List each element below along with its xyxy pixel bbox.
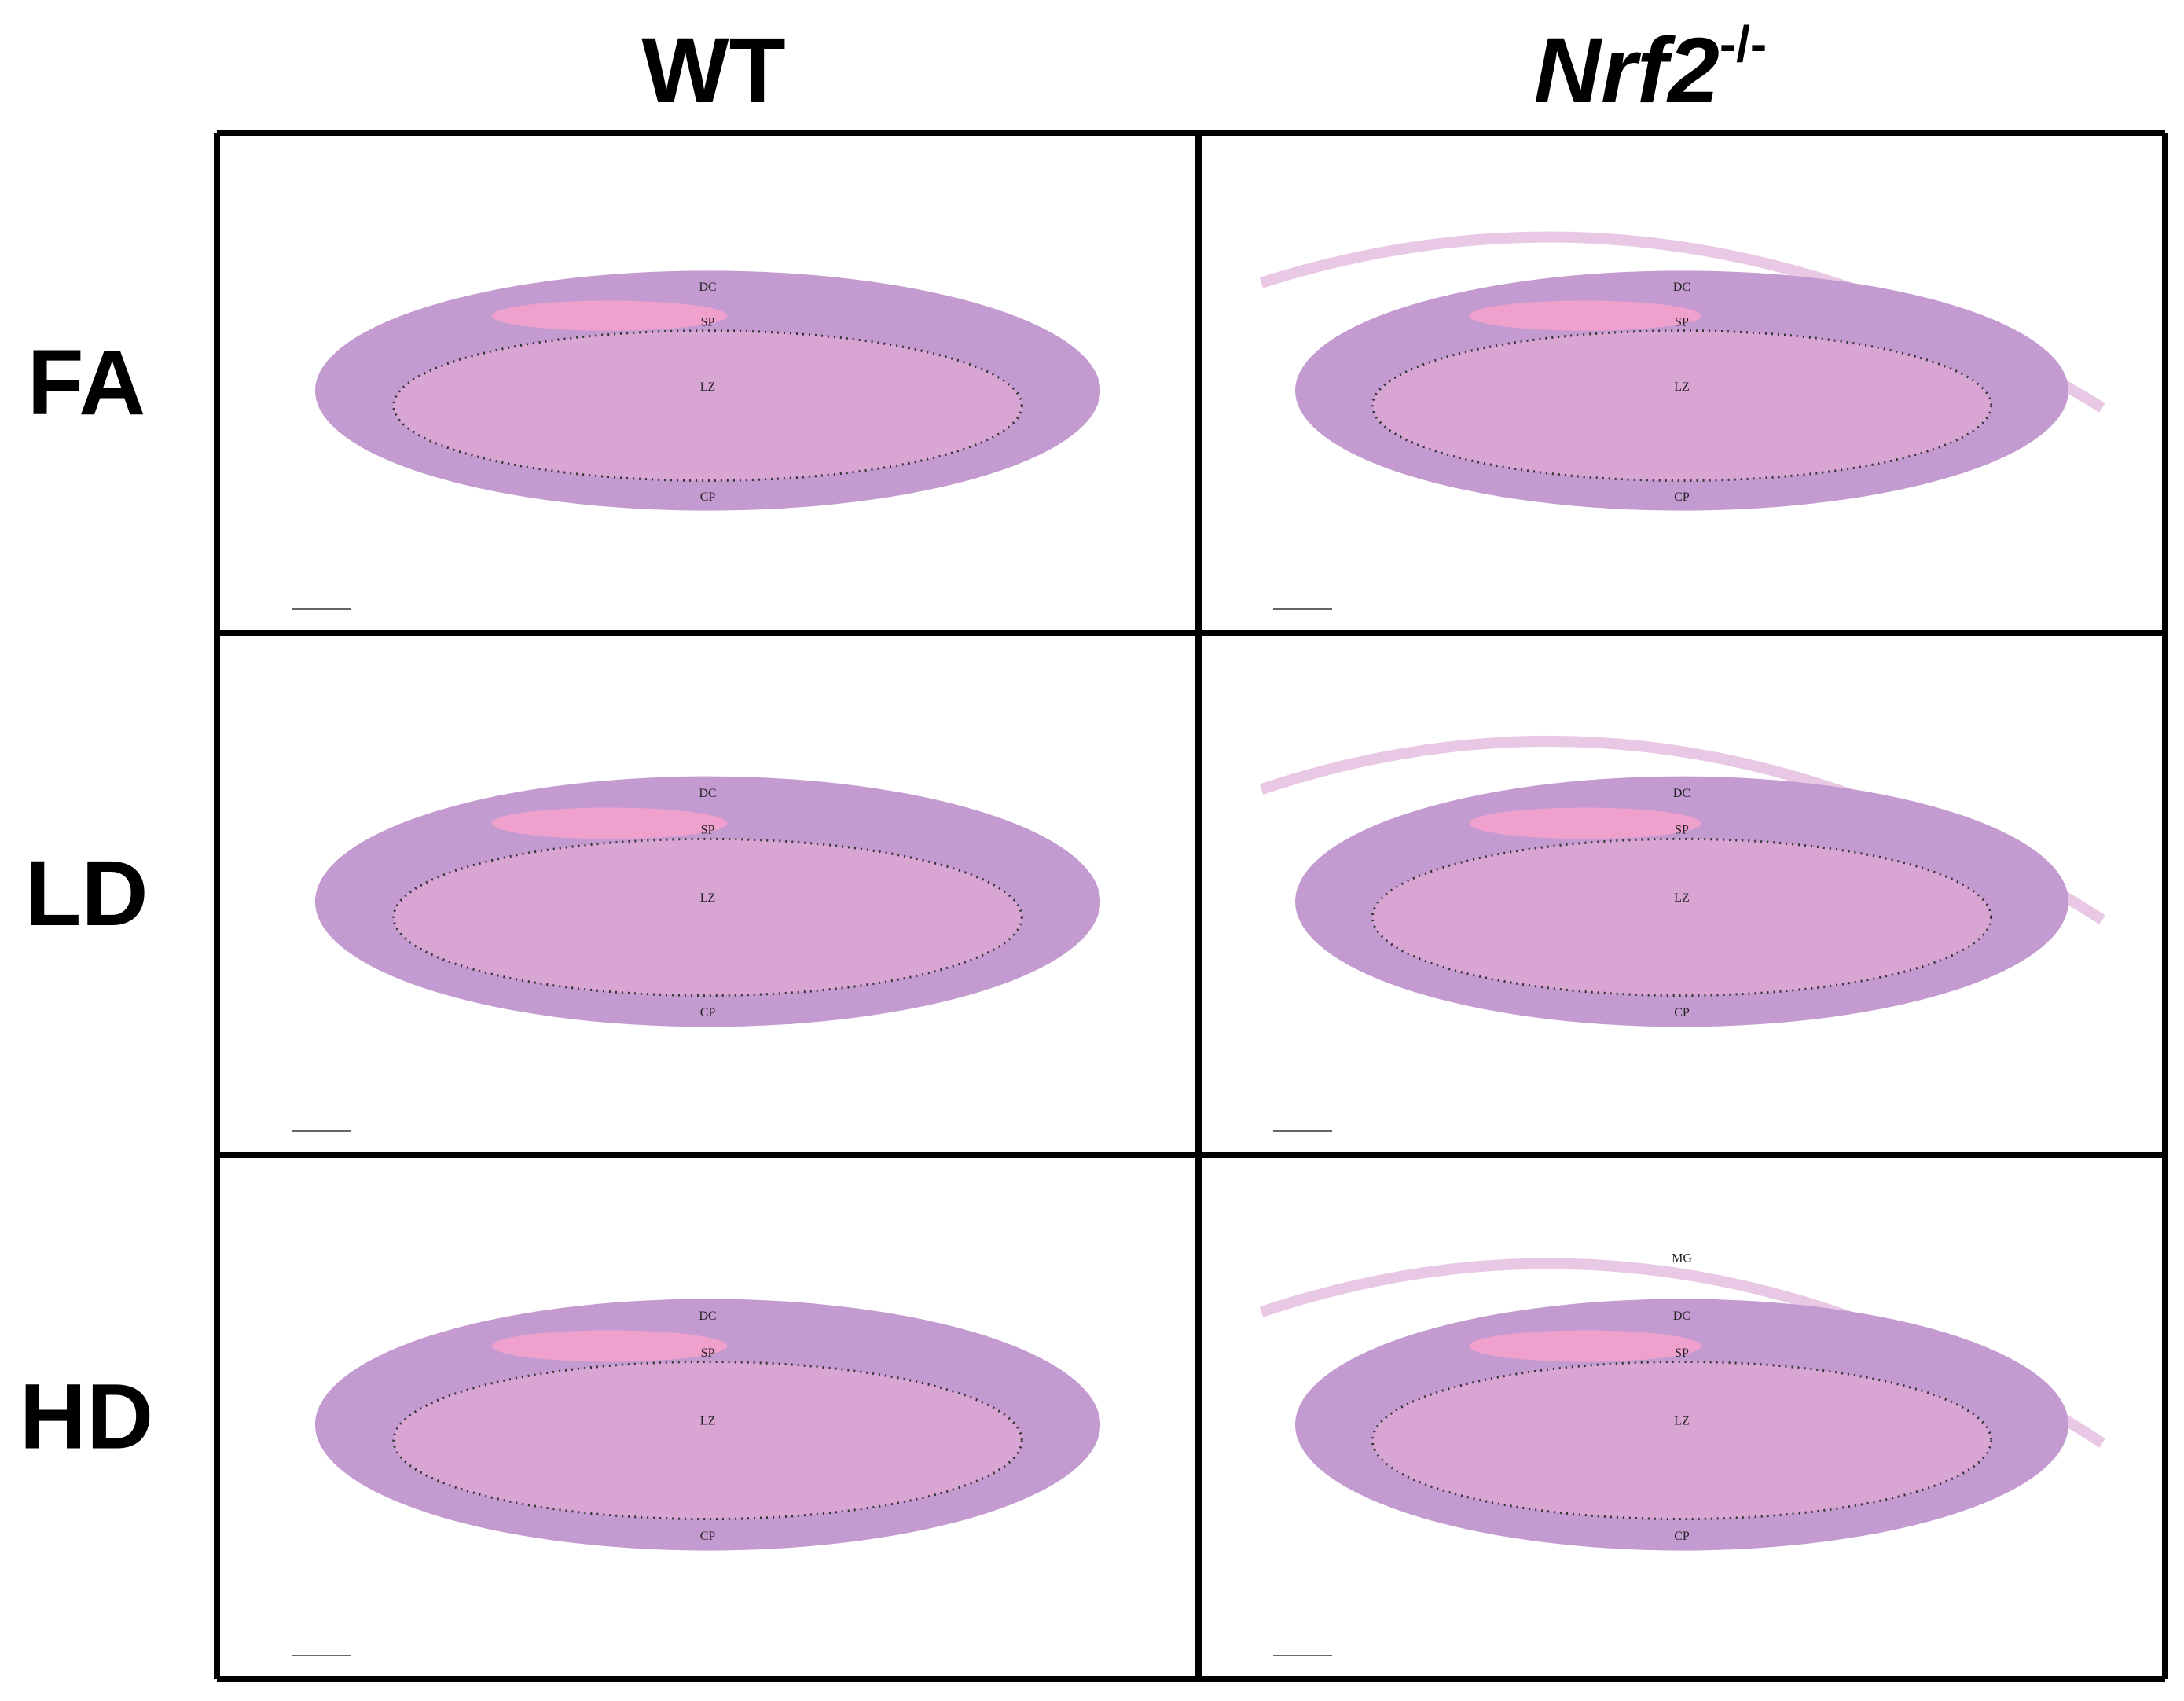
tissue-highlight [1469,807,1701,839]
zone-label: SP [701,824,715,837]
row-label: HD [20,1365,153,1469]
zone-label: DC [1673,281,1690,294]
column-header: WT [641,19,785,123]
labyrinth-zone [392,329,1023,482]
zone-label: CP [700,490,716,504]
zone-label: CP [1674,1530,1690,1543]
column-header-superscript: -/- [1720,16,1767,72]
zone-label: DC [1673,1310,1690,1323]
zone-label: LZ [700,1415,716,1428]
zone-label: LZ [1674,380,1690,394]
labyrinth-zone [392,837,1023,997]
zone-label: SP [701,1346,715,1360]
panel-grid: FA DC SP LZ CP DC SP LZ CP LD DC SP LZ CP DC SP LZ CP HD DC… [20,130,2168,1682]
zone-label: LZ [1674,891,1690,905]
zone-label: SP [1675,315,1689,329]
labyrinth-zone [1371,837,1993,997]
tissue-highlight [1469,300,1701,331]
column-header-text: Nrf2 [1534,19,1720,123]
zone-label: SP [1675,1346,1689,1360]
labyrinth-zone [1371,329,1993,482]
labyrinth-zone [392,1360,1023,1521]
zone-label: SP [701,315,715,329]
tissue-highlight [491,807,728,839]
zone-label: LZ [700,380,716,394]
row-label: LD [24,842,148,946]
tissue-highlight [1469,1330,1701,1362]
zone-label: CP [1674,1006,1690,1019]
zone-label: CP [1674,490,1690,504]
tissue-highlight [491,300,728,331]
zone-label: DC [699,1310,716,1323]
labyrinth-zone [1371,1360,1993,1521]
zone-label: MG [1672,1252,1692,1266]
zone-label: LZ [1674,1415,1690,1428]
zone-label: SP [1675,824,1689,837]
tissue-highlight [491,1330,728,1362]
row-label: FA [28,331,146,435]
zone-label: DC [1673,787,1690,800]
zone-label: LZ [700,891,716,905]
zone-label: DC [699,281,716,294]
column-header: Nrf2-/- [1534,16,1767,123]
zone-label: DC [699,787,716,800]
zone-label: CP [700,1530,716,1543]
zone-label: CP [700,1006,716,1019]
